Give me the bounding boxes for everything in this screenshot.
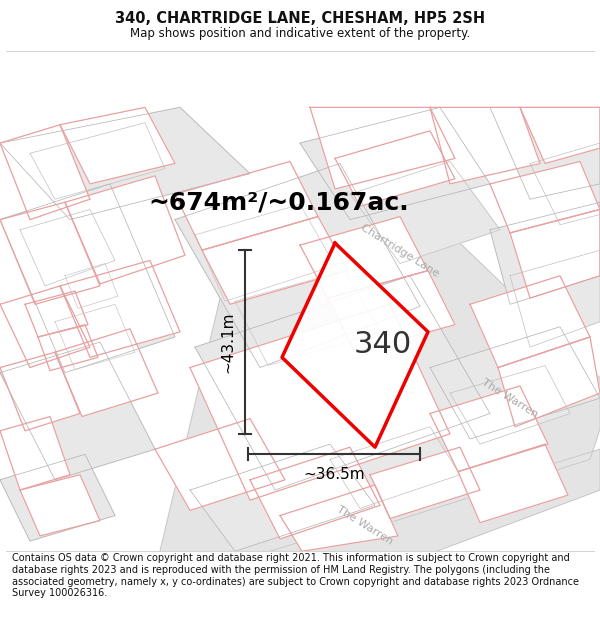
Polygon shape: [520, 107, 600, 164]
Polygon shape: [280, 485, 398, 551]
Polygon shape: [60, 261, 180, 358]
Polygon shape: [0, 107, 250, 219]
Polygon shape: [335, 131, 455, 206]
Polygon shape: [510, 209, 600, 298]
Polygon shape: [458, 444, 568, 522]
Polygon shape: [175, 161, 318, 250]
Text: Contains OS data © Crown copyright and database right 2021. This information is : Contains OS data © Crown copyright and d…: [12, 554, 579, 598]
Polygon shape: [190, 304, 450, 500]
Polygon shape: [30, 122, 165, 199]
Polygon shape: [250, 449, 600, 602]
Text: Map shows position and indicative extent of the property.: Map shows position and indicative extent…: [130, 27, 470, 40]
Polygon shape: [0, 416, 70, 490]
Polygon shape: [0, 454, 115, 541]
Polygon shape: [350, 161, 500, 264]
Polygon shape: [25, 291, 88, 337]
Polygon shape: [0, 342, 155, 480]
Polygon shape: [0, 202, 100, 304]
Polygon shape: [330, 427, 460, 508]
Polygon shape: [430, 386, 548, 472]
Polygon shape: [450, 366, 570, 444]
Polygon shape: [160, 184, 600, 592]
Polygon shape: [65, 176, 185, 284]
Polygon shape: [0, 286, 90, 368]
Polygon shape: [55, 329, 158, 416]
Polygon shape: [300, 107, 490, 219]
Polygon shape: [65, 264, 118, 308]
Polygon shape: [195, 204, 335, 301]
Polygon shape: [202, 216, 348, 304]
Polygon shape: [370, 447, 480, 519]
Text: 340: 340: [354, 331, 412, 359]
Text: ~43.1m: ~43.1m: [220, 311, 235, 373]
Polygon shape: [310, 107, 455, 189]
Polygon shape: [530, 143, 600, 225]
Text: ~674m²/~0.167ac.: ~674m²/~0.167ac.: [148, 190, 409, 214]
Polygon shape: [300, 216, 428, 298]
Polygon shape: [510, 250, 600, 347]
Polygon shape: [328, 271, 455, 352]
Polygon shape: [282, 243, 428, 447]
Polygon shape: [0, 184, 175, 372]
Polygon shape: [175, 164, 420, 368]
Polygon shape: [195, 276, 490, 490]
Polygon shape: [0, 125, 90, 219]
Polygon shape: [155, 419, 285, 511]
Polygon shape: [38, 325, 98, 371]
Polygon shape: [55, 304, 135, 369]
Polygon shape: [498, 337, 600, 427]
Text: The Warren: The Warren: [480, 377, 540, 419]
Polygon shape: [235, 271, 380, 366]
Polygon shape: [0, 352, 80, 431]
Text: 340, CHARTRIDGE LANE, CHESHAM, HP5 2SH: 340, CHARTRIDGE LANE, CHESHAM, HP5 2SH: [115, 11, 485, 26]
Polygon shape: [430, 107, 540, 184]
Polygon shape: [20, 209, 115, 286]
Text: ~36.5m: ~36.5m: [303, 466, 365, 481]
Polygon shape: [190, 444, 375, 551]
Polygon shape: [490, 202, 600, 304]
Text: The Warren: The Warren: [335, 504, 395, 547]
Polygon shape: [490, 161, 600, 233]
Polygon shape: [490, 107, 600, 199]
Polygon shape: [470, 276, 590, 368]
Polygon shape: [250, 447, 380, 539]
Polygon shape: [20, 475, 100, 536]
Text: Chartridge Lane: Chartridge Lane: [359, 222, 441, 278]
Polygon shape: [430, 327, 600, 439]
Polygon shape: [60, 107, 175, 184]
